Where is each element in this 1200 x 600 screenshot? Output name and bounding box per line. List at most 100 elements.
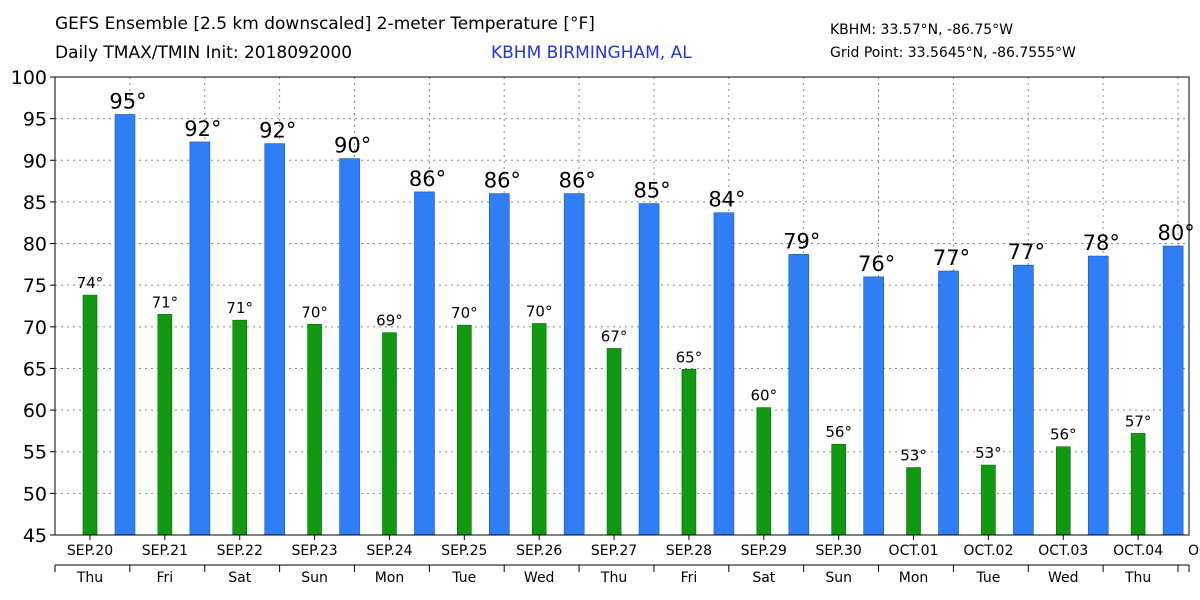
y-tick-label: 75	[23, 275, 47, 297]
x-weekday-label: Fri	[157, 570, 174, 586]
x-tick-label: SEP.26	[516, 543, 562, 559]
tmax-bar	[638, 203, 660, 536]
x-tick-label: SEP.24	[366, 543, 412, 559]
tmin-data-label: 71°	[152, 293, 179, 311]
tmax-bar	[713, 212, 735, 536]
tmin-bar	[681, 368, 697, 536]
y-tick-label: 80	[23, 234, 47, 256]
x-weekday-label: Mon	[899, 570, 929, 586]
x-weekday-label: Sat	[228, 570, 251, 586]
tmin-bar	[232, 319, 248, 536]
tmax-data-label: 86°	[409, 167, 446, 191]
tmin-bar	[606, 348, 622, 536]
tmin-bar	[1130, 433, 1146, 536]
tmax-data-label: 86°	[484, 169, 521, 193]
tmax-data-label: 90°	[334, 134, 371, 158]
x-tick-label: OCT.02	[963, 543, 1013, 559]
tmin-data-label: 69°	[376, 312, 403, 330]
tmin-data-label: 65°	[676, 348, 703, 366]
x-weekday-label: Tue	[451, 570, 476, 586]
x-tick-label: OCT.05	[1188, 543, 1200, 559]
x-weekday-label: Wed	[524, 570, 555, 586]
tmax-data-label: 78°	[1083, 231, 1120, 255]
tmin-bar	[82, 294, 98, 536]
tmax-bar	[788, 254, 810, 536]
tmin-data-label: 71°	[226, 299, 253, 317]
x-weekday-label: Tue	[975, 570, 1000, 586]
x-weekday-label: Mon	[375, 570, 405, 586]
tmax-bar	[1013, 264, 1034, 536]
x-tick-label: SEP.20	[67, 543, 113, 559]
x-tick-label: OCT.04	[1113, 543, 1163, 559]
tmax-bar	[1087, 255, 1109, 536]
y-tick-label: 90	[23, 150, 47, 172]
y-tick-label: 70	[23, 317, 47, 339]
tmax-bar	[938, 270, 959, 536]
x-weekday-label: Sun	[301, 570, 328, 586]
tmax-bar	[264, 143, 286, 536]
tmax-data-label: 92°	[184, 117, 221, 141]
tmin-data-label: 70°	[301, 303, 328, 321]
x-weekday-label: Sat	[752, 570, 775, 586]
tmax-bar	[339, 158, 360, 536]
tmin-bar	[307, 324, 322, 536]
station-coordinates: KBHM: 33.57°N, -86.75°W	[830, 22, 1013, 38]
x-tick-label: SEP.28	[666, 543, 712, 559]
x-weekday-label: Thu	[1124, 570, 1151, 586]
chart-subtitle: Daily TMAX/TMIN Init: 2018092000	[55, 43, 353, 63]
tmin-bar	[756, 407, 772, 536]
tmax-data-label: 77°	[933, 246, 970, 270]
y-tick-label: 85	[23, 192, 47, 214]
tmax-bar	[489, 193, 510, 536]
station-name: KBHM BIRMINGHAM, AL	[491, 43, 692, 63]
tmin-data-label: 70°	[526, 302, 553, 320]
x-weekday-label: Sun	[825, 570, 852, 586]
tmin-bar	[531, 323, 547, 536]
y-tick-label: 65	[23, 358, 47, 380]
tmax-data-label: 85°	[633, 179, 670, 203]
x-weekday-label: Thu	[76, 570, 103, 586]
x-weekday-label: Wed	[1048, 570, 1079, 586]
x-tick-label: OCT.03	[1038, 543, 1088, 559]
tmin-bar	[157, 314, 173, 536]
tmax-bar	[563, 193, 585, 536]
y-tick-label: 60	[23, 400, 47, 422]
tmax-data-label: 95°	[109, 89, 146, 113]
tmin-data-label: 67°	[601, 327, 628, 345]
tmin-data-label: 53°	[900, 447, 927, 465]
x-weekday-label: Fri	[681, 570, 698, 586]
x-tick-label: OCT.01	[889, 543, 939, 559]
chart-title: GEFS Ensemble [2.5 km downscaled] 2-mete…	[55, 14, 595, 34]
grid-point-coordinates: Grid Point: 33.5645°N, -86.7555°W	[830, 45, 1076, 61]
tmin-data-label: 60°	[751, 387, 778, 405]
y-tick-label: 55	[23, 442, 47, 464]
tmax-bar	[114, 114, 136, 536]
x-weekday-label: Thu	[600, 570, 627, 586]
x-tick-label: SEP.27	[591, 543, 637, 559]
tmin-bar	[382, 332, 397, 536]
tmin-data-label: 57°	[1125, 412, 1152, 430]
tmax-data-label: 84°	[708, 188, 745, 212]
tmax-data-label: 77°	[1008, 240, 1045, 264]
tmax-data-label: 79°	[783, 229, 820, 253]
x-tick-label: SEP.29	[741, 543, 787, 559]
tmax-bar	[414, 191, 435, 536]
y-tick-label: 45	[23, 525, 47, 547]
plot-frame	[54, 76, 1190, 536]
tmin-data-label: 56°	[1050, 426, 1077, 444]
tmin-bar	[981, 464, 996, 536]
tmin-bar	[457, 324, 472, 536]
tmax-bar	[863, 276, 884, 536]
x-tick-label: SEP.22	[217, 543, 263, 559]
y-tick-label: 100	[11, 67, 47, 89]
x-tick-label: SEP.25	[441, 543, 487, 559]
tmin-data-label: 70°	[451, 304, 478, 322]
tmax-bar	[1162, 245, 1184, 536]
tmax-data-label: 76°	[858, 252, 895, 276]
tmax-bar	[189, 141, 211, 536]
x-tick-label: SEP.30	[816, 543, 862, 559]
x-tick-label: SEP.21	[142, 543, 188, 559]
tmin-bar	[831, 443, 846, 536]
tmin-bar	[906, 467, 921, 536]
